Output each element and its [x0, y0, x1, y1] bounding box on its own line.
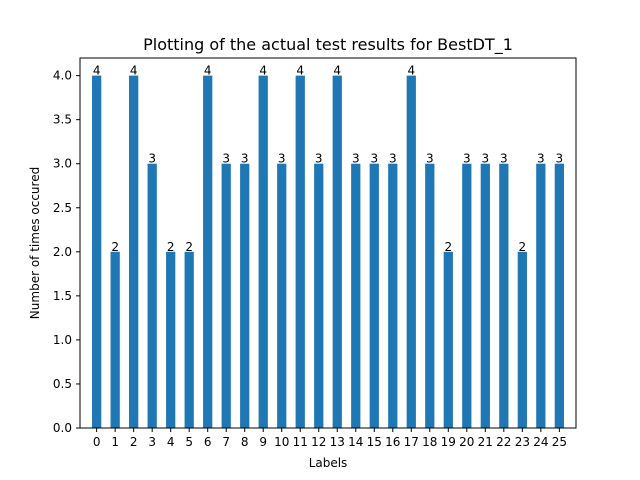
x-tick-label-13: 13	[330, 435, 345, 449]
data-label-14: 3	[352, 152, 360, 166]
bar-15	[369, 163, 379, 428]
plot-frame	[79, 57, 577, 429]
bar-6	[203, 75, 213, 428]
x-tick-label-17: 17	[404, 435, 419, 449]
bar-0	[92, 75, 102, 428]
bars-group	[92, 75, 564, 428]
x-tick-label-14: 14	[348, 435, 363, 449]
x-tick-label-21: 21	[478, 435, 493, 449]
data-label-25: 3	[556, 152, 564, 166]
data-label-2: 4	[130, 64, 138, 78]
y-axis-ticks: 0.0 0.5 1.0 1.5 2.0 2.5 3.0 3.5 4.0	[53, 69, 80, 435]
bar-18	[425, 163, 435, 428]
data-label-15: 3	[370, 152, 378, 166]
data-label-20: 3	[463, 152, 471, 166]
y-tick-label-4.0: 4.0	[53, 69, 72, 83]
data-label-23: 2	[519, 240, 527, 254]
y-tick-label-3.0: 3.0	[53, 157, 72, 171]
bar-14	[351, 163, 361, 428]
bar-22	[499, 163, 509, 428]
x-tick-label-0: 0	[93, 435, 101, 449]
bar-10	[277, 163, 287, 428]
data-label-16: 3	[389, 152, 397, 166]
x-tick-label-18: 18	[422, 435, 437, 449]
y-tick-label-0.5: 0.5	[53, 377, 72, 391]
data-label-18: 3	[426, 152, 434, 166]
bar-24	[536, 163, 546, 428]
x-axis-ticks: 0 1 2 3 4 5 6 7 8 9 10 11 12 13 14 15 16 17 18 19 20 21 22 23 24…	[93, 428, 567, 449]
x-tick-label-1: 1	[111, 435, 119, 449]
bar-9	[258, 75, 268, 428]
bar-12	[314, 163, 324, 428]
data-label-9: 4	[259, 64, 267, 78]
data-label-19: 2	[444, 240, 452, 254]
x-tick-label-19: 19	[441, 435, 456, 449]
x-tick-label-16: 16	[385, 435, 400, 449]
x-tick-label-7: 7	[222, 435, 230, 449]
bar-4	[166, 251, 176, 428]
bar-21	[480, 163, 490, 428]
bar-16	[388, 163, 398, 428]
x-tick-label-22: 22	[496, 435, 511, 449]
bar-2	[129, 75, 139, 428]
data-label-22: 3	[500, 152, 508, 166]
x-tick-label-6: 6	[204, 435, 212, 449]
x-tick-label-2: 2	[130, 435, 138, 449]
x-tick-label-3: 3	[148, 435, 156, 449]
bar-1	[110, 251, 120, 428]
y-tick-label-0.0: 0.0	[53, 421, 72, 435]
x-tick-label-23: 23	[515, 435, 530, 449]
x-axis-label: Labels	[309, 456, 348, 470]
bar-23	[517, 251, 527, 428]
data-label-4: 2	[167, 240, 175, 254]
x-tick-label-10: 10	[274, 435, 289, 449]
bar-19	[443, 251, 453, 428]
x-tick-label-8: 8	[241, 435, 249, 449]
x-tick-label-5: 5	[185, 435, 193, 449]
data-label-1: 2	[111, 240, 119, 254]
bar-7	[221, 163, 231, 428]
data-label-5: 2	[185, 240, 193, 254]
x-tick-label-15: 15	[367, 435, 382, 449]
y-tick-label-2.5: 2.5	[53, 201, 72, 215]
x-tick-label-4: 4	[167, 435, 175, 449]
chart-title: Plotting of the actual test results for …	[143, 35, 513, 55]
bar-5	[184, 251, 194, 428]
data-label-6: 4	[204, 64, 212, 78]
bar-8	[240, 163, 250, 428]
data-label-17: 4	[407, 64, 415, 78]
bar-13	[332, 75, 342, 428]
bar-25	[554, 163, 564, 428]
bar-11	[295, 75, 305, 428]
y-tick-label-1.5: 1.5	[53, 289, 72, 303]
data-label-8: 3	[241, 152, 249, 166]
bar-3	[147, 163, 157, 428]
x-tick-label-24: 24	[533, 435, 548, 449]
x-tick-label-25: 25	[552, 435, 567, 449]
data-label-12: 3	[315, 152, 323, 166]
y-tick-label-3.5: 3.5	[53, 113, 72, 127]
data-label-11: 4	[296, 64, 304, 78]
data-label-7: 3	[222, 152, 230, 166]
x-tick-label-9: 9	[259, 435, 267, 449]
x-tick-label-12: 12	[311, 435, 326, 449]
data-label-3: 3	[148, 152, 156, 166]
y-axis-label: Number of times occured	[28, 167, 42, 319]
x-tick-label-11: 11	[293, 435, 308, 449]
data-label-0: 4	[93, 64, 101, 78]
data-label-13: 4	[333, 64, 341, 78]
data-label-10: 3	[278, 152, 286, 166]
bar-17	[406, 75, 416, 428]
data-label-24: 3	[537, 152, 545, 166]
y-tick-label-2.0: 2.0	[53, 245, 72, 259]
y-tick-label-1.0: 1.0	[53, 333, 72, 347]
data-label-21: 3	[481, 152, 489, 166]
x-tick-label-20: 20	[459, 435, 474, 449]
bar-20	[462, 163, 472, 428]
